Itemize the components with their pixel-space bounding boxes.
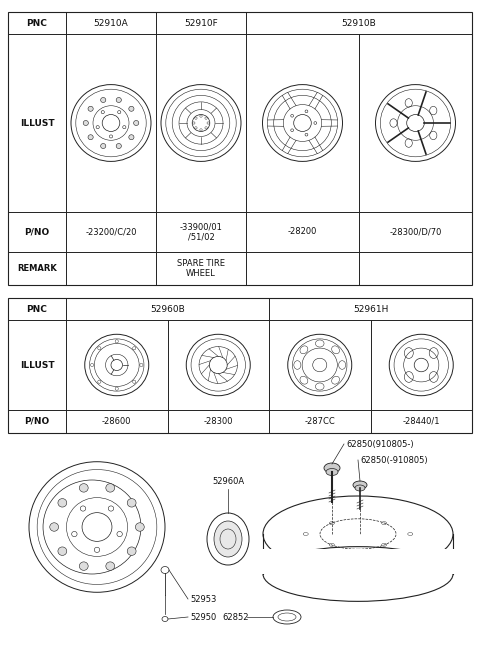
Ellipse shape [116, 143, 121, 148]
Ellipse shape [58, 499, 67, 507]
Text: 62850(-910805): 62850(-910805) [360, 455, 428, 464]
Ellipse shape [79, 484, 88, 492]
Ellipse shape [80, 506, 86, 511]
Text: 52910B: 52910B [342, 18, 376, 28]
Text: -28440/1: -28440/1 [403, 417, 440, 426]
Ellipse shape [101, 97, 106, 102]
Text: P/NO: P/NO [24, 227, 49, 237]
Text: -28300: -28300 [204, 417, 233, 426]
Ellipse shape [116, 97, 121, 102]
Ellipse shape [101, 143, 106, 148]
Text: -28300/D/70: -28300/D/70 [389, 227, 442, 237]
Text: -33900/01
/51/02: -33900/01 /51/02 [180, 222, 222, 242]
Ellipse shape [58, 547, 67, 555]
Ellipse shape [106, 484, 115, 492]
Ellipse shape [72, 532, 77, 537]
Bar [8, 12, 472, 285]
Text: 52960A: 52960A [212, 478, 244, 486]
Ellipse shape [106, 562, 115, 570]
Text: 52950: 52950 [190, 612, 216, 622]
Text: 62850(910805-): 62850(910805-) [346, 440, 414, 449]
Text: ILLUST: ILLUST [20, 361, 54, 369]
Ellipse shape [127, 547, 136, 555]
Ellipse shape [109, 135, 113, 138]
Ellipse shape [94, 547, 100, 553]
Ellipse shape [129, 106, 134, 111]
Text: REMARK: REMARK [17, 264, 57, 273]
Ellipse shape [135, 523, 144, 532]
Ellipse shape [127, 499, 136, 507]
Text: 62852: 62852 [223, 612, 249, 622]
Ellipse shape [117, 532, 122, 537]
Ellipse shape [355, 485, 365, 491]
Text: 52961H: 52961H [353, 304, 388, 313]
Text: ILLUST: ILLUST [20, 118, 54, 127]
Ellipse shape [118, 110, 121, 114]
Bar [8, 298, 472, 433]
Ellipse shape [50, 523, 59, 532]
Ellipse shape [83, 120, 88, 125]
Ellipse shape [326, 468, 338, 476]
Ellipse shape [88, 135, 93, 140]
Ellipse shape [133, 120, 139, 125]
Ellipse shape [96, 125, 99, 129]
Text: -28600: -28600 [102, 417, 132, 426]
Ellipse shape [88, 106, 93, 111]
Text: 52960B: 52960B [150, 304, 185, 313]
Ellipse shape [123, 125, 126, 129]
Text: -23200/C/20: -23200/C/20 [85, 227, 137, 237]
Text: -287CC: -287CC [304, 417, 335, 426]
Ellipse shape [353, 481, 367, 489]
Ellipse shape [108, 506, 114, 511]
Text: PNC: PNC [26, 304, 48, 313]
Text: 52910F: 52910F [184, 18, 218, 28]
Ellipse shape [324, 463, 340, 473]
Text: 52953: 52953 [190, 595, 216, 604]
Text: P/NO: P/NO [24, 417, 49, 426]
Ellipse shape [79, 562, 88, 570]
Text: 52910A: 52910A [94, 18, 128, 28]
Ellipse shape [101, 110, 104, 114]
Text: -28200: -28200 [288, 227, 317, 237]
Text: PNC: PNC [26, 18, 48, 28]
Bar [261, 549, 455, 574]
Text: SPARE TIRE
WHEEL: SPARE TIRE WHEEL [177, 259, 225, 278]
Ellipse shape [129, 135, 134, 140]
Ellipse shape [214, 521, 242, 557]
